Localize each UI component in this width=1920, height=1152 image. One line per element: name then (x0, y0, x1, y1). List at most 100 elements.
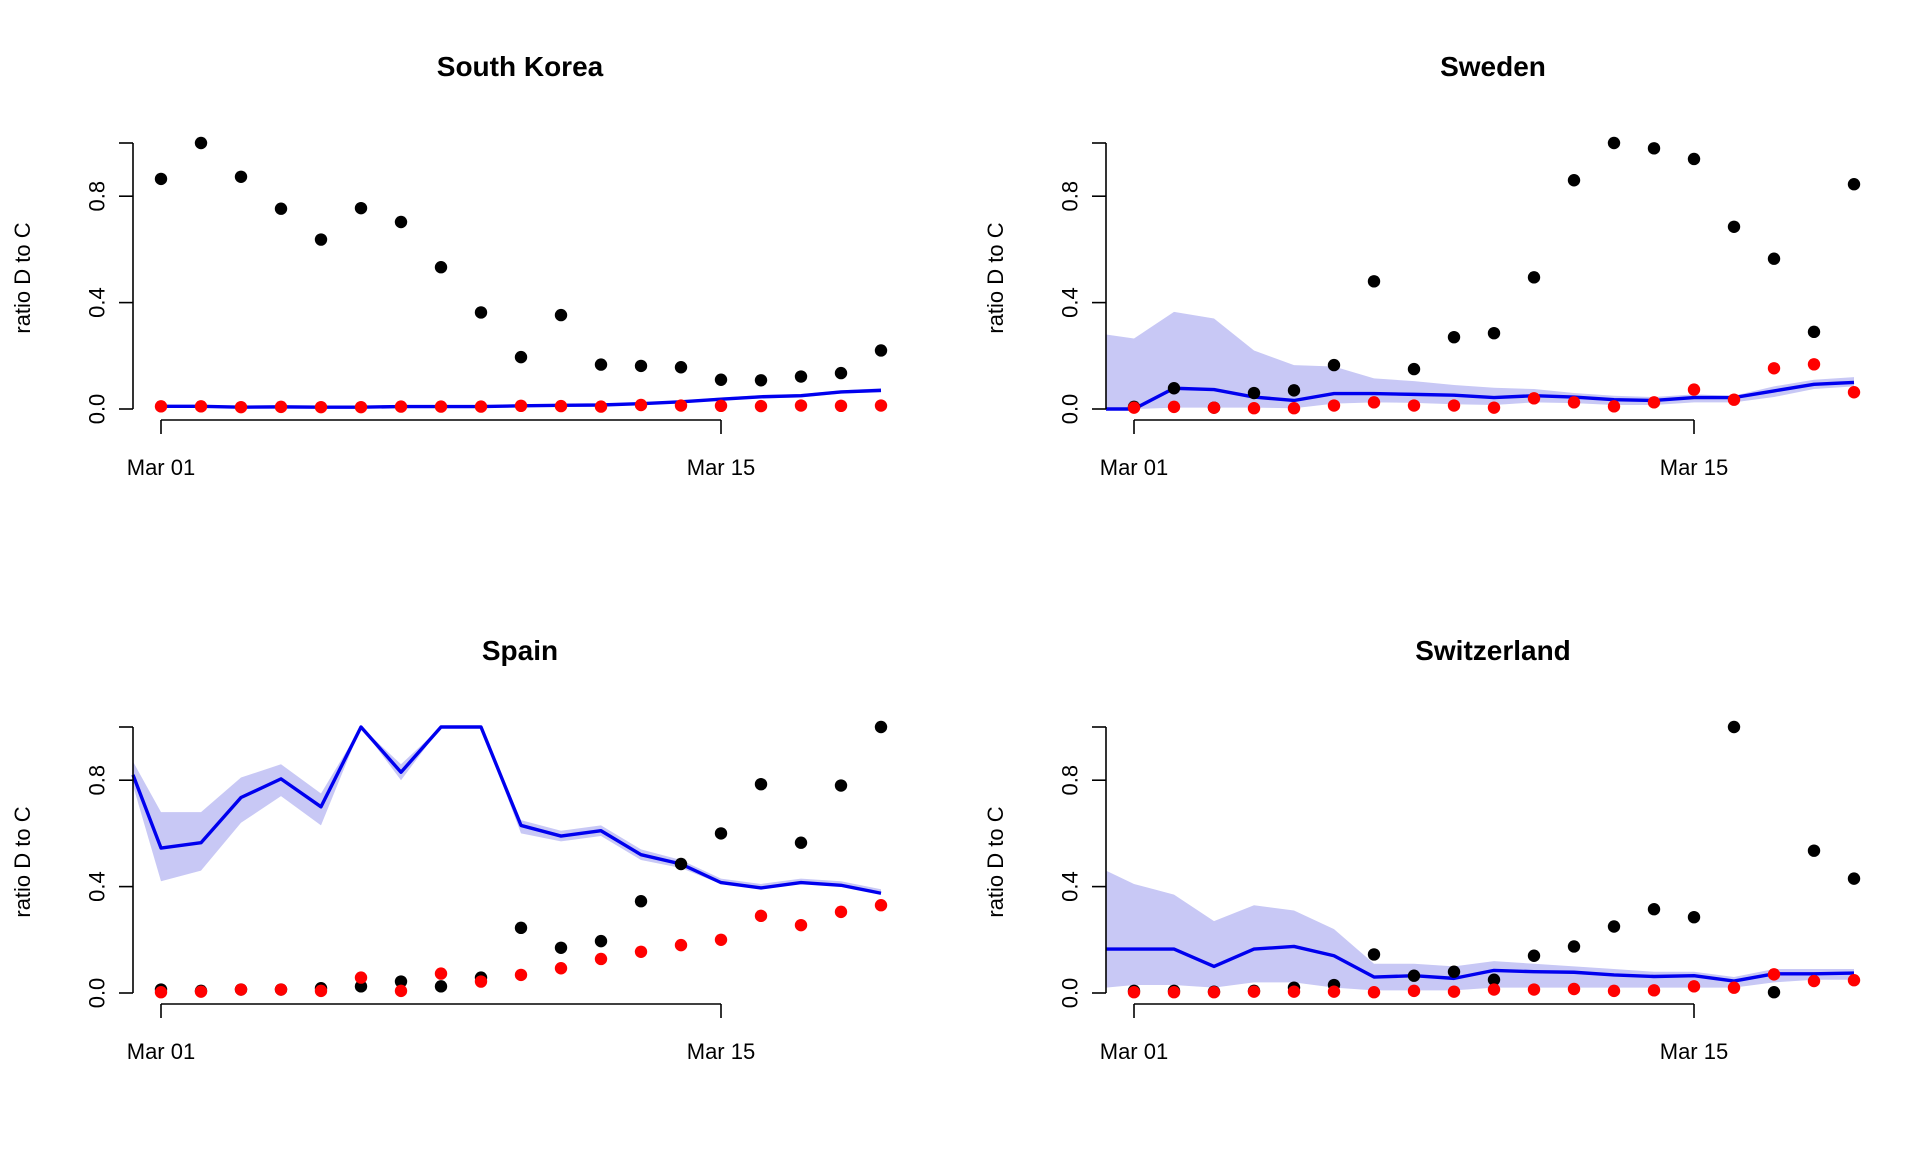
black-data-point (674, 361, 688, 374)
y-axis-label: ratio D to C (983, 806, 1008, 917)
red-data-point (834, 399, 848, 413)
fitted-line (131, 725, 882, 895)
red-data-point (1487, 401, 1501, 414)
red-data-point (354, 971, 368, 984)
black-data-point (314, 233, 328, 246)
red-data-point (194, 985, 208, 998)
black-data-point (634, 359, 648, 373)
red-data-point (594, 400, 608, 413)
red-data-point (714, 399, 728, 413)
black-data-point (1527, 271, 1541, 284)
black-data-point (154, 172, 168, 186)
black-data-point (1487, 326, 1501, 340)
red-data-point (1607, 400, 1621, 413)
black-data-point (1647, 903, 1661, 916)
red-data-point (474, 400, 488, 413)
fitted-line (1106, 380, 1855, 411)
black-data-point (594, 358, 608, 371)
red-data-point (1327, 985, 1341, 998)
red-data-point (1447, 399, 1461, 412)
red-data-point (1327, 399, 1341, 412)
x-tick-label: Mar 15 (687, 455, 755, 480)
black-data-point (1727, 220, 1741, 233)
y-tick-label: 0.8 (85, 765, 110, 796)
black-data-point (1807, 844, 1821, 857)
black-data-point (1767, 986, 1781, 999)
red-data-point (1607, 984, 1621, 998)
red-data-point (1367, 396, 1381, 409)
red-data-point (1727, 393, 1741, 406)
black-data-point (1767, 252, 1781, 265)
y-tick-label: 0.0 (1058, 394, 1083, 425)
panel-switzerland: Switzerland 0.0 0.4 0.8 Mar 01 Mar 15 ratio … (983, 635, 1861, 1064)
red-data-point (1807, 358, 1821, 371)
black-data-point (1807, 325, 1821, 339)
red-data-point (1847, 974, 1861, 987)
red-data-point (554, 399, 568, 413)
red-data-point (1127, 401, 1141, 414)
black-data-point (754, 777, 768, 791)
red-data-point (1727, 981, 1741, 994)
red-data-point (1367, 986, 1381, 999)
black-data-point (1687, 910, 1701, 924)
red-data-point (1847, 386, 1861, 399)
black-data-point (1647, 142, 1661, 155)
x-tick-label: Mar 01 (127, 1039, 195, 1064)
red-data-point (1687, 980, 1701, 993)
black-data-point (1567, 174, 1581, 187)
black-data-point (594, 934, 608, 948)
black-data-point (754, 374, 768, 387)
confidence-band (1106, 870, 1854, 991)
red-data-point (274, 983, 288, 996)
x-tick-label: Mar 15 (1660, 455, 1728, 480)
y-tick-label: 0.0 (1058, 978, 1083, 1009)
black-data-point (714, 827, 728, 840)
red-data-point (1167, 986, 1181, 999)
red-data-point (514, 968, 528, 982)
red-data-point (314, 984, 328, 998)
black-data-point (794, 370, 808, 383)
y-tick-label: 0.8 (1058, 765, 1083, 796)
red-data-point (1207, 986, 1221, 999)
red-data-point (314, 400, 328, 414)
black-data-point (1407, 969, 1421, 982)
black-data-point (834, 366, 848, 380)
red-data-point (554, 962, 568, 975)
black-data-point (474, 306, 488, 319)
y-tick-label: 0.0 (85, 978, 110, 1009)
red-data-point (1527, 392, 1541, 405)
red-data-point (434, 967, 448, 980)
red-data-point (1407, 984, 1421, 998)
black-data-point (714, 373, 728, 386)
x-tick-label: Mar 01 (1100, 455, 1168, 480)
red-data-point (434, 400, 448, 413)
black-data-point (1287, 384, 1301, 397)
red-data-point (754, 909, 768, 923)
red-data-point (674, 938, 688, 952)
red-data-point (1527, 983, 1541, 996)
black-data-point (634, 895, 648, 908)
black-data-point (514, 921, 528, 935)
black-data-point (1527, 949, 1541, 962)
black-data-point (1367, 948, 1381, 961)
black-data-point (434, 261, 448, 274)
red-data-point (1167, 400, 1181, 414)
red-data-point (794, 399, 808, 412)
black-data-point (514, 350, 528, 364)
black-data-point (394, 975, 408, 988)
black-data-point (1607, 920, 1621, 933)
red-data-point (674, 399, 688, 412)
red-data-point (274, 400, 288, 414)
panel-title: South Korea (437, 51, 604, 82)
y-tick-label: 0.4 (1058, 871, 1083, 902)
red-data-point (1807, 974, 1821, 988)
black-data-point (234, 170, 248, 183)
red-data-point (1407, 399, 1421, 412)
black-data-point (1167, 382, 1181, 395)
black-data-point (834, 779, 848, 792)
red-data-point (1767, 362, 1781, 375)
red-data-point (514, 399, 528, 413)
black-data-point (1847, 178, 1861, 191)
red-data-point (1447, 985, 1461, 998)
